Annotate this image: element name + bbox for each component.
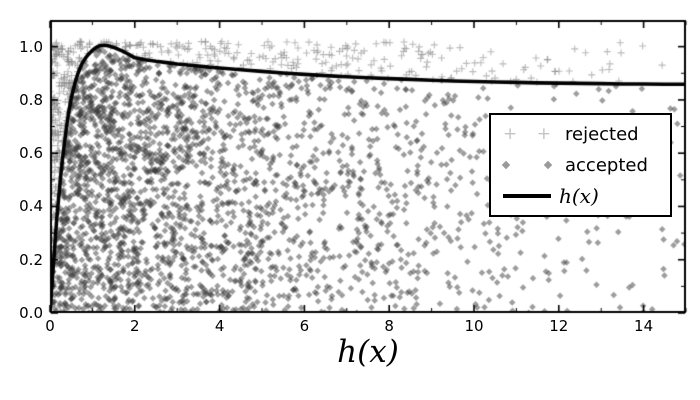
- legend-plus-marker: +: [503, 124, 518, 145]
- x-tick-label: 6: [299, 317, 310, 335]
- y-tick-label: 0.4: [19, 197, 43, 216]
- y-tick-label: 0.6: [19, 144, 43, 163]
- x-tick-label: 14: [634, 317, 654, 335]
- x-tick-label: 4: [214, 317, 225, 335]
- y-tick-label: 1.0: [19, 37, 43, 56]
- legend-row: + + rejected: [497, 119, 664, 150]
- legend-marker-group: + +: [497, 124, 557, 145]
- legend-row: accepted: [497, 150, 664, 181]
- legend-marker-group: [497, 160, 557, 170]
- x-axis-label: h(x): [337, 334, 399, 370]
- legend-row: h(x): [497, 180, 664, 211]
- legend-line-marker: [503, 193, 551, 198]
- x-tick-label: 8: [384, 317, 394, 335]
- legend-diamond-marker: [501, 160, 511, 170]
- x-tick-label: 12: [549, 317, 569, 335]
- legend-diamond-marker: [543, 160, 553, 170]
- legend-label: h(x): [559, 183, 599, 208]
- x-tick-label: 0: [45, 317, 55, 335]
- legend-plus-marker: +: [536, 124, 551, 145]
- y-tick-label: 0.8: [19, 90, 43, 109]
- y-tick-label: 0.0: [19, 304, 43, 322]
- y-tick-label: 0.2: [19, 250, 43, 269]
- legend-label: rejected: [565, 123, 639, 145]
- legend-label: accepted: [565, 154, 648, 176]
- x-tick-label: 10: [464, 317, 484, 335]
- legend: + + rejected accepted h(x): [489, 113, 672, 217]
- x-tick-label: 2: [130, 317, 140, 335]
